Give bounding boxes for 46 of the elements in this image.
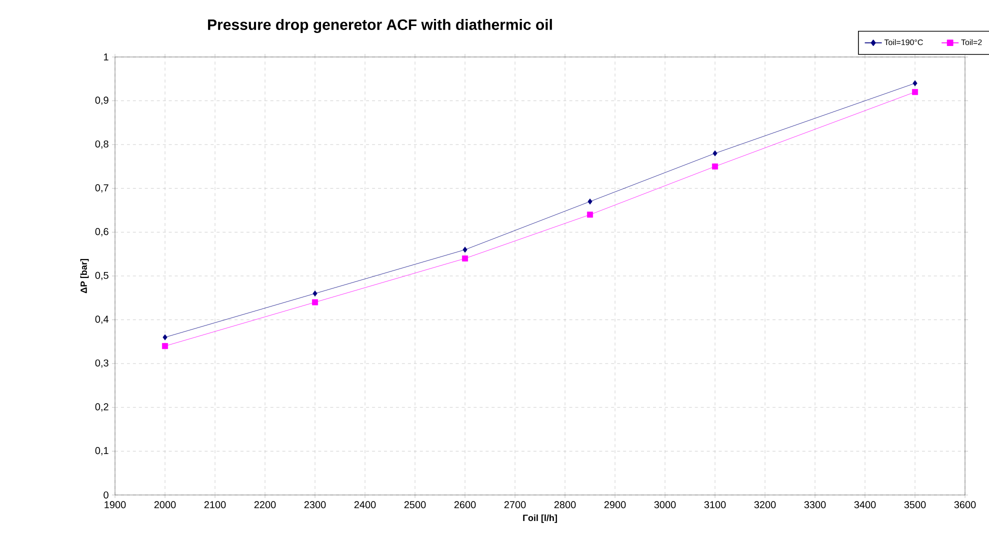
x-tick-label: 3300	[804, 501, 826, 508]
point	[162, 334, 168, 340]
y-tick-label: 0,4	[95, 316, 109, 324]
x-tick-label: 2400	[354, 501, 376, 508]
y-tick-label: 0,7	[95, 184, 108, 193]
y-tick-label: 0,2	[95, 403, 108, 412]
point	[912, 89, 918, 96]
point	[462, 255, 468, 262]
point	[712, 150, 718, 156]
legend-label: Toil=2	[961, 39, 982, 46]
x-tick-label: 2600	[454, 501, 476, 508]
x-tick-label: 2100	[204, 501, 226, 508]
x-tick-label: 3600	[954, 501, 976, 508]
x-tick-label: 2300	[304, 501, 326, 508]
x-tick-label: 3200	[754, 501, 776, 508]
point	[588, 198, 592, 205]
point	[162, 343, 168, 350]
point	[912, 80, 918, 86]
point	[712, 163, 718, 170]
y-tick-label: 0,3	[95, 359, 108, 368]
point	[462, 246, 468, 253]
y-tick-label: 0,1	[95, 447, 108, 456]
x-tick-label: 2800	[554, 501, 576, 508]
legend-label: Toil=190°C	[884, 39, 923, 46]
x-tick-label: 3500	[904, 501, 926, 508]
y-axis-title: ΔP [bar]	[80, 259, 89, 294]
y-tick-label: 0	[104, 491, 108, 499]
x-tick-label: 2500	[404, 501, 426, 508]
x-axis-title: Γoil [l/h]	[523, 514, 557, 523]
chart-title: Pressure drop generetor ACF with diathermic oil	[208, 18, 552, 34]
y-tick-label: 0,6	[95, 228, 108, 236]
x-tick-label: 2700	[504, 501, 526, 508]
x-tick-label: 2200	[254, 501, 276, 508]
x-tick-label: 3000	[654, 501, 676, 508]
x-tick-label: 2000	[154, 501, 176, 508]
x-tick-label: 1900	[104, 501, 126, 508]
y-tick-label: 0,5	[95, 272, 108, 280]
point	[312, 299, 318, 306]
point	[312, 290, 318, 296]
y-tick-label: 0,9	[95, 96, 108, 105]
point	[587, 212, 594, 218]
y-tick-label: 0,8	[95, 140, 108, 149]
x-tick-label: 2900	[604, 501, 626, 508]
x-tick-label: 3400	[854, 501, 876, 508]
y-tick-label: 1	[104, 54, 108, 60]
x-tick-label: 3100	[704, 501, 726, 508]
